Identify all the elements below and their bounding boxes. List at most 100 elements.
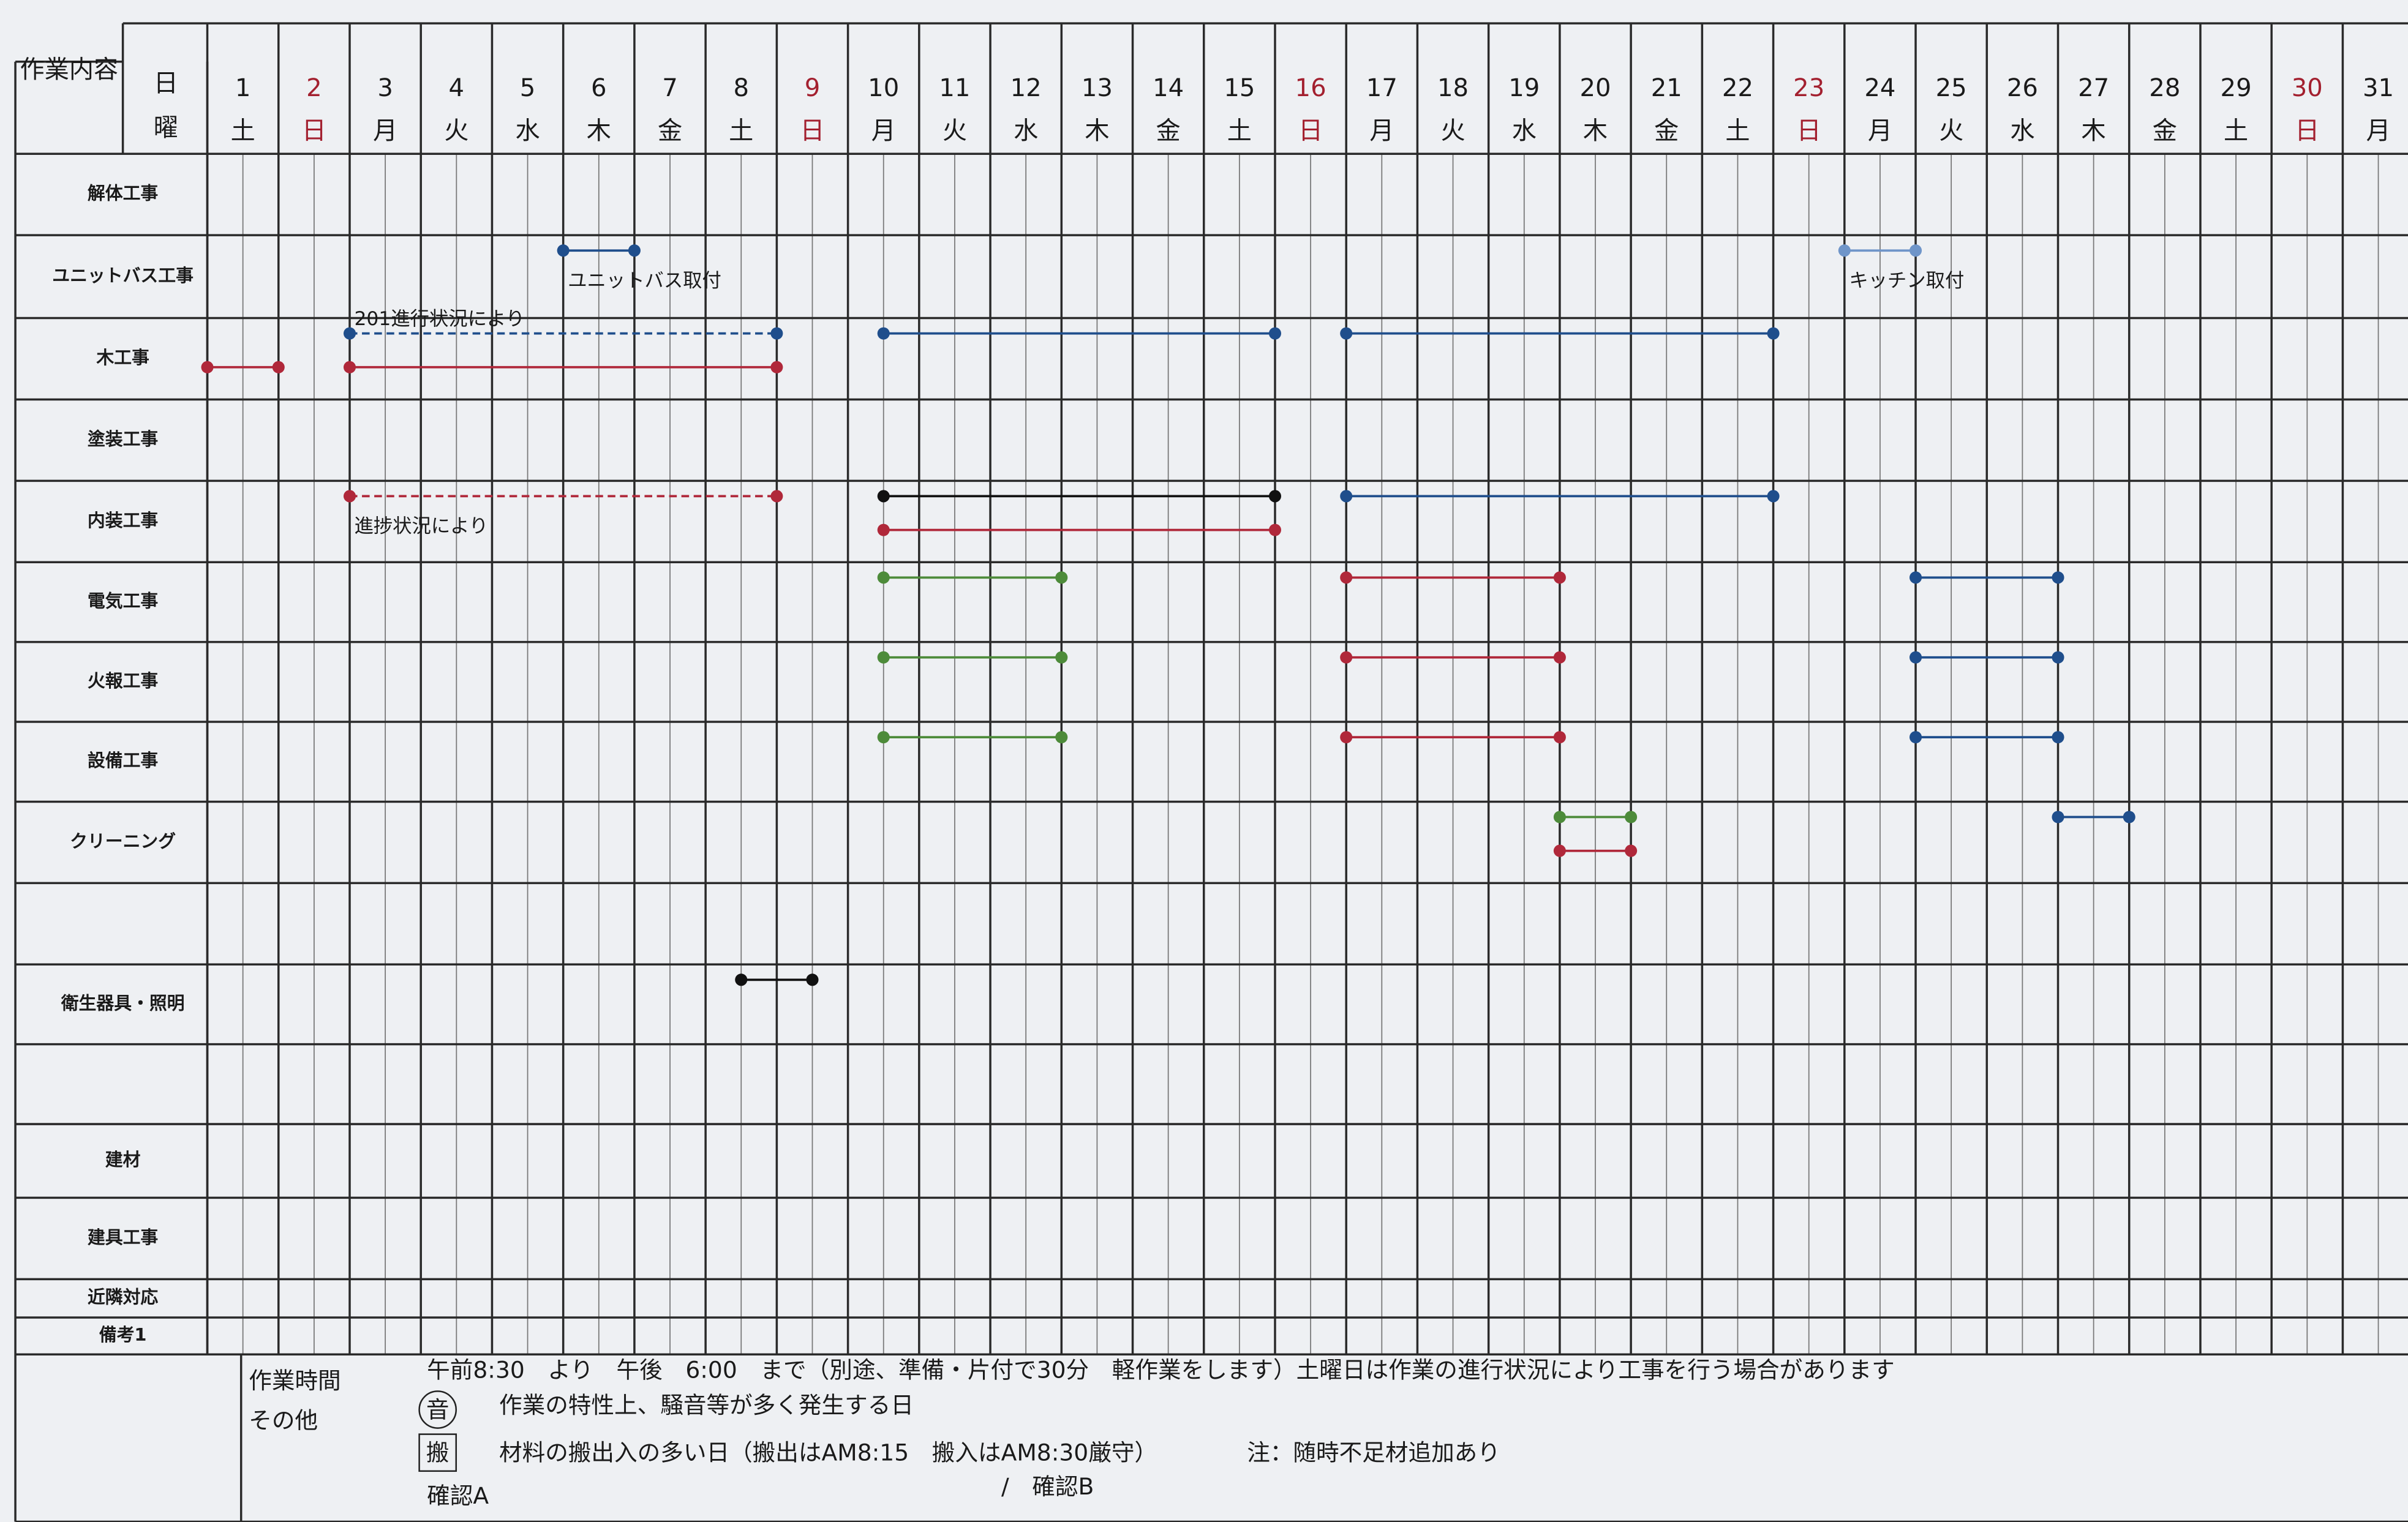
day-number: 31 xyxy=(2363,74,2394,102)
task-end xyxy=(1767,327,1780,340)
task-start xyxy=(343,361,356,373)
task-end xyxy=(628,244,641,257)
weekday: 月 xyxy=(2366,117,2390,145)
day-number: 11 xyxy=(939,74,970,102)
confirm-a: 確認A xyxy=(427,1482,489,1509)
weekday: 水 xyxy=(516,117,540,145)
task-start xyxy=(1909,651,1922,664)
task-start xyxy=(877,327,890,340)
day-number: 25 xyxy=(1936,74,1967,102)
weekday: 日 xyxy=(1298,117,1323,145)
task-start xyxy=(877,571,890,584)
task-end xyxy=(770,327,783,340)
day-number: 7 xyxy=(662,74,678,102)
task-start xyxy=(1553,844,1566,857)
task-end xyxy=(1767,490,1780,503)
task-end xyxy=(2123,811,2135,823)
task-start xyxy=(1340,327,1353,340)
row-label: 塗装工事 xyxy=(88,429,158,449)
day-label: 日 xyxy=(154,69,178,97)
day-number: 14 xyxy=(1153,74,1184,102)
day-number: 10 xyxy=(868,74,899,102)
day-number: 18 xyxy=(1437,74,1469,102)
task-note: 201進行状況により xyxy=(355,308,525,330)
weekday: 金 xyxy=(1654,117,1679,145)
day-number: 22 xyxy=(1722,74,1753,102)
row-label: 内装工事 xyxy=(88,510,158,531)
weekday: 月 xyxy=(373,117,397,145)
weekday: 日 xyxy=(302,117,326,145)
weekday-label: 曜 xyxy=(154,114,178,142)
task-start xyxy=(877,731,890,744)
day-number: 9 xyxy=(805,74,821,102)
weekday: 土 xyxy=(2224,117,2248,145)
day-number: 29 xyxy=(2221,74,2252,102)
task-end xyxy=(770,490,783,503)
weekday: 月 xyxy=(871,117,896,145)
day-number: 30 xyxy=(2292,74,2323,102)
row-label: 設備工事 xyxy=(88,750,158,771)
task-end xyxy=(1553,731,1566,744)
task-start xyxy=(877,523,890,536)
day-number: 1 xyxy=(235,74,251,102)
task-end xyxy=(1909,244,1922,257)
task-end xyxy=(1055,571,1068,584)
task-start xyxy=(1340,651,1353,664)
task-end xyxy=(2052,731,2064,744)
row-label: 建材 xyxy=(105,1149,141,1170)
weekday: 日 xyxy=(1797,117,1821,145)
weekday: 木 xyxy=(587,117,611,145)
task-end xyxy=(1553,651,1566,664)
weekday: 土 xyxy=(1725,117,1750,145)
footer-note: 注：随時不足材追加あり xyxy=(1247,1439,1500,1466)
task-end xyxy=(1268,523,1282,536)
footer: 作業時間 午前8:30 より 午後 6:00 まで（別途、準備・片付で30分 軽… xyxy=(249,1356,1894,1509)
weekday: 日 xyxy=(2295,117,2319,145)
task-start xyxy=(1838,244,1851,257)
task-start xyxy=(1553,811,1566,823)
delivery-text: 材料の搬出入の多い日（搬出はAM8:15 搬入はAM8:30厳守） xyxy=(499,1439,1157,1466)
day-number: 16 xyxy=(1295,74,1326,102)
weekday: 火 xyxy=(1440,117,1465,145)
grid xyxy=(14,22,2408,1522)
noise-symbol-frame xyxy=(418,1390,457,1429)
other-label: その他 xyxy=(249,1407,318,1434)
noise-text: 作業の特性上、騒音等が多く発生する日 xyxy=(499,1392,914,1419)
day-number: 23 xyxy=(1793,74,1824,102)
weekday: 月 xyxy=(1868,117,1892,145)
day-number: 6 xyxy=(591,74,607,102)
task-end xyxy=(2052,651,2064,664)
task-start xyxy=(1909,731,1922,744)
day-number: 4 xyxy=(449,74,465,102)
weekday: 木 xyxy=(1583,117,1608,145)
weekday: 金 xyxy=(2153,117,2177,145)
task-start xyxy=(343,327,356,340)
weekday: 木 xyxy=(2082,117,2106,145)
day-number: 2 xyxy=(306,74,322,102)
task-note: ユニットバス取付 xyxy=(568,269,721,291)
day-number: 20 xyxy=(1579,74,1611,102)
task-start xyxy=(735,973,748,986)
row-label: 近隣対応 xyxy=(88,1287,158,1308)
task-end xyxy=(1055,651,1068,664)
task-end xyxy=(1055,731,1068,744)
weekday: 土 xyxy=(1227,117,1252,145)
work-hours-label: 作業時間 xyxy=(249,1367,341,1394)
weekday: 水 xyxy=(1014,117,1038,145)
task-end xyxy=(1268,490,1282,503)
day-number: 24 xyxy=(1864,74,1895,102)
weekday: 土 xyxy=(729,117,753,145)
task-start xyxy=(1340,731,1353,744)
row-label: クリーニング xyxy=(70,831,176,852)
weekday: 水 xyxy=(2010,117,2034,145)
task-start xyxy=(201,361,214,373)
task-note: キッチン取付 xyxy=(1849,269,1964,291)
delivery-symbol-frame xyxy=(418,1433,457,1472)
row-label: 建具工事 xyxy=(88,1227,158,1248)
task-start xyxy=(877,651,890,664)
task-start xyxy=(1340,571,1353,584)
task-start xyxy=(2052,811,2064,823)
day-number: 17 xyxy=(1366,74,1398,102)
day-number: 26 xyxy=(2007,74,2038,102)
